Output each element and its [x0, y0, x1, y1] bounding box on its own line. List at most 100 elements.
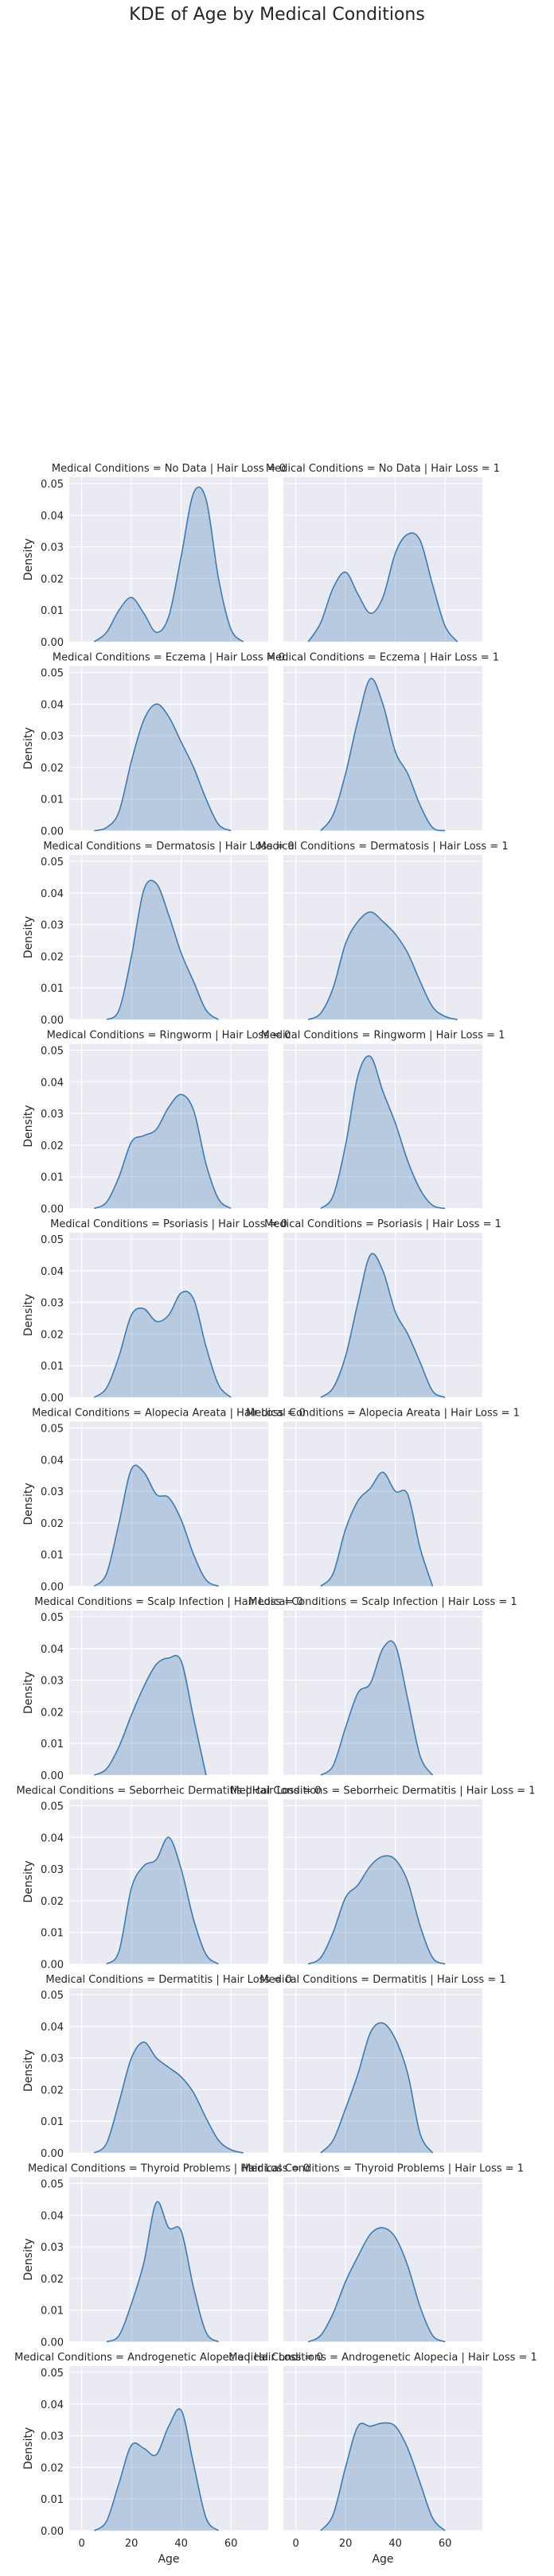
- kde-line: [93, 1654, 207, 1776]
- kde-area: [106, 1837, 219, 1964]
- y-axis-label: Density: [22, 2050, 35, 2092]
- panel-background: [69, 2177, 268, 2342]
- y-tick-label: 0.01: [41, 795, 64, 806]
- kde-line: [106, 880, 219, 1020]
- y-axis-label: Density: [22, 2238, 35, 2280]
- y-axis-label: Density: [22, 727, 35, 769]
- kde-line: [320, 1471, 434, 1587]
- facet-panel-9-1: Medical Conditions = Thyroid Problems | …: [242, 2163, 524, 2343]
- y-tick-label: 0.04: [41, 1266, 64, 1278]
- kde-area: [320, 1472, 433, 1587]
- kde-line: [307, 1855, 446, 1965]
- y-tick-label: 0.01: [41, 1739, 64, 1750]
- y-axis-label: Density: [22, 1294, 35, 1336]
- facet-panel-1-0: Medical Conditions = Eczema | Hair Loss …: [22, 652, 285, 838]
- kde-area: [308, 911, 458, 1020]
- panel-background: [283, 477, 482, 642]
- y-axis-label: Density: [22, 1105, 35, 1147]
- panel-background: [69, 1988, 268, 2153]
- facet-panel-7-1: Medical Conditions = Seborrheic Dermatit…: [230, 1785, 536, 1965]
- y-tick-label: 0.05: [41, 479, 64, 491]
- y-tick-label: 0.00: [41, 2148, 64, 2160]
- panel-background: [69, 1610, 268, 1775]
- y-tick-label: 0.01: [41, 2116, 64, 2128]
- facet-panel-7-0: Medical Conditions = Seborrheic Dermatit…: [16, 1785, 321, 1972]
- y-tick-label: 0.02: [41, 951, 64, 963]
- facet-panel-4-0: Medical Conditions = Psoriasis | Hair Lo…: [22, 1218, 287, 1405]
- x-tick-label: 20: [125, 2538, 138, 2550]
- y-tick-label: 0.04: [41, 1077, 64, 1089]
- facet-panel-3-1: Medical Conditions = Ringworm | Hair Los…: [261, 1030, 505, 1210]
- y-tick-label: 0.02: [41, 1896, 64, 1908]
- kde-area: [308, 1855, 446, 1964]
- figure-title: KDE of Age by Medical Conditions: [129, 5, 425, 25]
- y-axis-label: Density: [22, 538, 35, 581]
- facet-title: Medical Conditions = Dermatosis | Hair L…: [257, 841, 508, 853]
- y-tick-label: 0.04: [41, 1455, 64, 1467]
- kde-area: [320, 1055, 446, 1209]
- y-tick-label: 0.02: [41, 1518, 64, 1530]
- y-tick-label: 0.00: [41, 1015, 64, 1027]
- facet-panel-0-1: Medical Conditions = No Data | Hair Loss…: [266, 463, 500, 643]
- y-tick-label: 0.01: [41, 1361, 64, 1373]
- panel-background: [69, 2366, 268, 2531]
- facet-panel-0-0: Medical Conditions = No Data | Hair Loss…: [22, 463, 286, 649]
- kde-line: [307, 911, 458, 1020]
- y-tick-label: 0.05: [41, 1045, 64, 1057]
- y-tick-label: 0.02: [41, 2085, 64, 2096]
- facet-title: Medical Conditions = Ringworm | Hair Los…: [47, 1030, 291, 1042]
- y-tick-label: 0.05: [41, 667, 64, 679]
- panel-background: [283, 1610, 482, 1775]
- y-tick-label: 0.05: [41, 1801, 64, 1813]
- facet-title: Medical Conditions = Eczema | Hair Loss …: [267, 652, 499, 664]
- y-tick-label: 0.01: [41, 1928, 64, 1940]
- kde-line: [307, 532, 458, 643]
- facet-title: Medical Conditions = Androgenetic Alopec…: [228, 2352, 537, 2364]
- y-tick-label: 0.03: [41, 2242, 64, 2254]
- facet-panel-6-0: Medical Conditions = Scalp Infection | H…: [22, 1596, 303, 1782]
- y-tick-label: 0.01: [41, 2306, 64, 2318]
- facet-panel-8-0: Medical Conditions = Dermatitis | Hair L…: [22, 1974, 292, 2160]
- facet-title: Medical Conditions = Ringworm | Hair Los…: [261, 1030, 505, 1042]
- y-tick-label: 0.03: [41, 1676, 64, 1688]
- facet-title: Medical Conditions = Androgenetic Alopec…: [14, 2352, 323, 2364]
- kde-line: [93, 1290, 232, 1398]
- facet-panel-10-1: Medical Conditions = Androgenetic Alopec…: [228, 2352, 537, 2566]
- kde-area: [320, 2022, 433, 2153]
- kde-line: [93, 1464, 219, 1587]
- kde-line: [106, 2201, 219, 2343]
- y-tick-label: 0.02: [41, 2462, 64, 2474]
- x-tick-label: 40: [174, 2538, 188, 2550]
- y-axis-label: Density: [22, 2427, 35, 2469]
- kde-area: [94, 1655, 206, 1775]
- facet-panel-4-1: Medical Conditions = Psoriasis | Hair Lo…: [264, 1218, 501, 1398]
- facet-panel-10-0: Medical Conditions = Androgenetic Alopec…: [14, 2352, 323, 2566]
- kde-line: [93, 1094, 232, 1210]
- y-tick-label: 0.00: [41, 1204, 64, 1216]
- facet-title: Medical Conditions = Alopecia Areata | H…: [246, 1408, 520, 1420]
- facet-panel-9-0: Medical Conditions = Thyroid Problems | …: [22, 2163, 310, 2349]
- kde-line: [93, 486, 244, 643]
- x-tick-label: 20: [339, 2538, 353, 2550]
- facet-title: Medical Conditions = Eczema | Hair Loss …: [53, 652, 285, 664]
- y-tick-label: 0.04: [41, 888, 64, 900]
- facet-title: Medical Conditions = No Data | Hair Loss…: [52, 463, 286, 475]
- y-tick-label: 0.03: [41, 731, 64, 743]
- kde-area: [320, 2423, 446, 2531]
- kde-line: [106, 1836, 219, 1965]
- panel-background: [283, 1799, 482, 1964]
- y-tick-label: 0.02: [41, 763, 64, 775]
- y-tick-label: 0.03: [41, 2431, 64, 2443]
- y-tick-label: 0.01: [41, 1172, 64, 1184]
- y-tick-label: 0.01: [41, 1550, 64, 1562]
- kde-area: [308, 533, 458, 642]
- y-tick-label: 0.03: [41, 1864, 64, 1876]
- panel-background: [283, 1988, 482, 2153]
- kde-area: [106, 880, 219, 1020]
- y-tick-label: 0.03: [41, 2053, 64, 2065]
- x-tick-label: 0: [292, 2538, 298, 2550]
- y-tick-label: 0.05: [41, 1234, 64, 1246]
- panel-background: [69, 1421, 268, 1587]
- y-tick-label: 0.02: [41, 1140, 64, 1152]
- facet-panel-3-0: Medical Conditions = Ringworm | Hair Los…: [22, 1030, 291, 1216]
